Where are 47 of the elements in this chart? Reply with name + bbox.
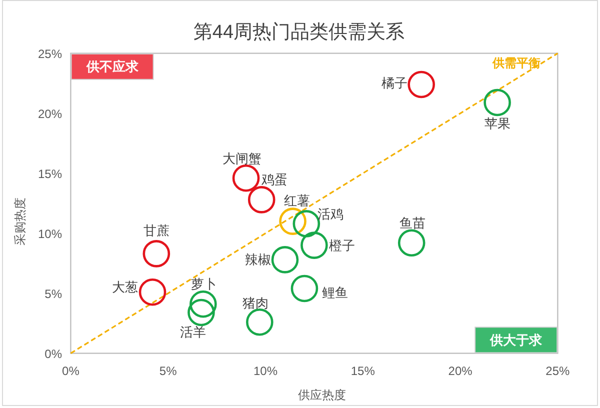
point (290, 274, 318, 302)
x-tick-label: 5% (159, 364, 178, 378)
annotation: 橘子 (381, 76, 408, 90)
annotation: 红薯 (284, 192, 310, 208)
annotation: 供不应求 (85, 59, 140, 74)
annotation: 橙子 (329, 238, 356, 253)
annotation: 鲤鱼 (322, 285, 348, 300)
chart-title: 第44周热门品类供需关系 (193, 21, 405, 43)
point (188, 298, 215, 326)
y-axis-title: 采购热度 (13, 197, 27, 246)
y-tick-label: 20% (38, 106, 62, 121)
point (271, 246, 299, 274)
annotation: 辣椒 (244, 252, 271, 268)
annotation: 活鸡 (317, 206, 344, 222)
point (190, 290, 217, 318)
annotation: 猪肉 (242, 296, 269, 311)
y-tick-label: 0% (44, 346, 62, 361)
annotation: 甘蔗 (143, 223, 170, 238)
series-label: 供需平衡 (492, 56, 541, 70)
x-tick-label: 10% (253, 364, 278, 378)
y-tick-label: 5% (44, 286, 62, 301)
x-tick-label: 0% (62, 364, 80, 378)
x-tick-label: 25% (546, 364, 570, 378)
point (300, 232, 328, 259)
point (484, 88, 511, 116)
point (279, 208, 306, 235)
annotation: 鱼苗 (400, 215, 426, 230)
annotation: 供大于求 (489, 332, 544, 348)
annotation: 鸡蛋 (260, 172, 288, 188)
point (232, 164, 260, 192)
annotation: 大葱 (112, 280, 138, 295)
point (408, 70, 435, 98)
point (398, 229, 426, 257)
y-tick-label: 25% (38, 46, 62, 61)
point (142, 240, 170, 268)
y-tick-label: 10% (38, 226, 62, 241)
point (248, 186, 276, 214)
annotation: 活羊 (180, 324, 206, 340)
y-tick-label: 15% (38, 166, 62, 181)
point (138, 278, 166, 306)
x-tick-label: 15% (350, 364, 376, 378)
annotation: 大闸蟹 (222, 151, 262, 166)
x-axis-title: 供应热度 (298, 388, 346, 402)
x-tick-label: 20% (448, 364, 473, 378)
point (246, 308, 274, 336)
annotation: 苹果 (484, 116, 510, 131)
annotation: 萝卜 (190, 276, 217, 292)
